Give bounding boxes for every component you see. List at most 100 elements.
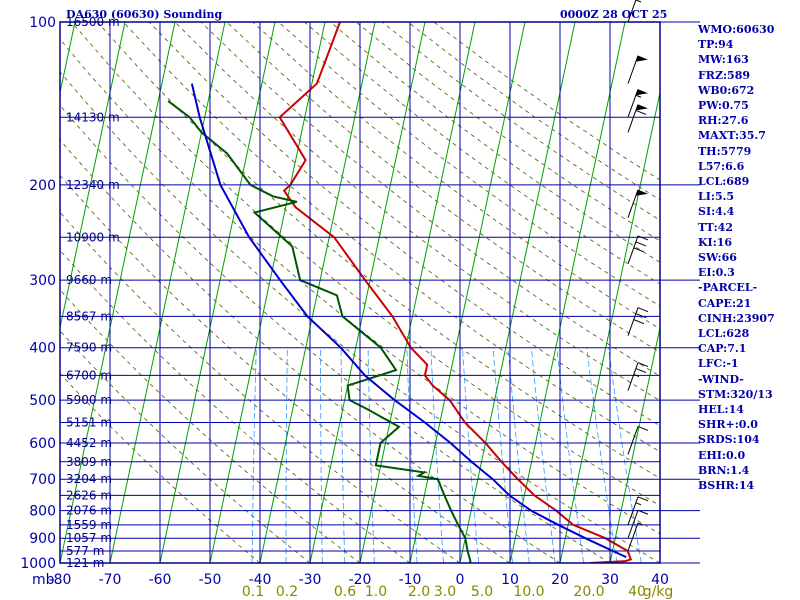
wind-barb xyxy=(627,0,642,23)
height-label: 14130 m xyxy=(66,110,120,124)
wind-barb-feather xyxy=(635,109,647,115)
wind-barb-staff xyxy=(627,104,639,133)
temperature-line xyxy=(278,22,633,563)
wind-barb xyxy=(627,522,644,552)
isotherm xyxy=(309,22,426,563)
index-item: LFC:-1 xyxy=(698,357,739,371)
height-label: 6700 m xyxy=(66,368,112,382)
wind-barb-feather xyxy=(633,319,645,325)
index-item: PW:0.75 xyxy=(698,99,749,113)
index-item: EI:0.3 xyxy=(698,266,735,280)
parcel-line xyxy=(190,83,627,559)
index-item: -PARCEL- xyxy=(698,281,758,295)
wind-barb-feather xyxy=(635,368,647,374)
temperature-tick-label: -80 xyxy=(49,572,72,588)
mixing-ratio-label: 1.0 xyxy=(365,584,387,600)
index-item: -WIND- xyxy=(698,372,744,386)
height-label: 8567 m xyxy=(66,309,112,323)
wind-barb-feather xyxy=(637,362,649,368)
wind-barb-staff xyxy=(627,235,639,265)
index-item: TT:42 xyxy=(698,220,733,234)
mixing-ratio-label: 0.6 xyxy=(334,584,356,600)
temperature-tick-label: 30 xyxy=(601,572,619,588)
mixing-ratio-label: 2.0 xyxy=(408,584,430,600)
index-item: LCL:628 xyxy=(698,327,750,341)
wind-barb-feather xyxy=(633,247,645,253)
index-item: BSHR:14 xyxy=(698,479,755,493)
mixing-ratio-label: 5.0 xyxy=(471,584,493,600)
height-label: 3204 m xyxy=(66,472,112,486)
height-label: 9660 m xyxy=(66,273,112,287)
dry-adiabat xyxy=(71,22,660,507)
wind-barb xyxy=(627,189,648,218)
mixing-ratio-label: 0.1 xyxy=(242,584,264,600)
wind-barb-staff xyxy=(627,510,639,539)
mixing-ratio-label: 0.2 xyxy=(276,584,298,600)
temperature-tick-label: -40 xyxy=(249,572,272,588)
index-item: LCL:689 xyxy=(698,175,750,189)
wind-barb-feather xyxy=(637,307,649,313)
isotherm xyxy=(159,22,276,563)
indices-panel: WMO:60630 TP:94 MW:163 FRZ:589 WB0:672 PW:0.7… xyxy=(698,22,798,493)
wind-barb xyxy=(627,362,649,391)
index-item: RH:27.6 xyxy=(698,114,749,128)
wind-barb-flag xyxy=(636,189,648,196)
height-label: 2626 m xyxy=(66,488,112,502)
wind-barb-feather xyxy=(637,509,649,515)
isotherm xyxy=(359,22,476,563)
isotherm xyxy=(60,22,126,331)
height-label: 16500 m xyxy=(66,15,120,29)
temperature-tick-label: -10 xyxy=(399,572,422,588)
wind-barb-feather xyxy=(637,496,649,502)
wind-barb-flag xyxy=(636,55,648,62)
index-item: SW:66 xyxy=(698,251,737,265)
wind-barb-feather xyxy=(635,241,647,247)
height-label: 7590 m xyxy=(66,341,112,355)
height-label: 121 m xyxy=(66,556,104,570)
temperature-tick-label: 10 xyxy=(501,572,519,588)
plot-frame xyxy=(59,21,661,564)
wind-barb xyxy=(627,104,648,133)
mixing-ratio-line xyxy=(320,347,323,563)
wind-barb-staff xyxy=(627,0,637,23)
pressure-label: 800 xyxy=(29,504,56,520)
isotherm xyxy=(259,22,376,563)
dry-adiabat xyxy=(97,22,660,479)
index-item: MW:163 xyxy=(698,53,749,67)
pressure-label: 700 xyxy=(29,472,56,488)
height-label: 3809 m xyxy=(66,455,112,469)
index-item: L57:6.6 xyxy=(698,159,745,173)
index-item: KI:16 xyxy=(698,235,733,249)
mixing-ratio-label: 40 xyxy=(628,584,646,600)
mixing-ratio-line xyxy=(251,347,257,563)
wind-barb-staff xyxy=(627,362,639,391)
wind-barb-feather xyxy=(635,313,647,319)
mixing-ratio-line xyxy=(507,347,530,563)
isotherm xyxy=(0,22,25,563)
mixing-ratio-line xyxy=(340,347,346,563)
isotherm xyxy=(60,22,176,563)
index-item: EHI:0.0 xyxy=(698,448,746,462)
isotherm xyxy=(209,22,326,563)
isotherm xyxy=(109,22,226,563)
height-label: 10900 m xyxy=(66,230,120,244)
wind-barb xyxy=(627,55,648,84)
dewpoint-line xyxy=(167,100,472,563)
height-label: 4452 m xyxy=(66,436,112,450)
index-item: CAPE:21 xyxy=(698,296,752,310)
wind-barb-staff xyxy=(627,307,639,336)
temperature-tick-label: -50 xyxy=(199,572,222,588)
wind-barb-staff xyxy=(627,189,639,218)
mixing-ratio-line xyxy=(406,347,418,563)
height-label: 5151 m xyxy=(66,416,112,430)
pressure-label: 500 xyxy=(29,393,56,409)
temperature-tick-label: -60 xyxy=(149,572,172,588)
wind-barb-staff xyxy=(627,55,639,84)
pressure-label: 400 xyxy=(29,341,56,357)
chart-timestamp: 0000Z 28 OCT 25 xyxy=(560,8,668,21)
wind-barb-staff xyxy=(627,496,639,525)
index-item: LI:5.5 xyxy=(698,190,735,204)
pressure-label: 600 xyxy=(29,436,56,452)
